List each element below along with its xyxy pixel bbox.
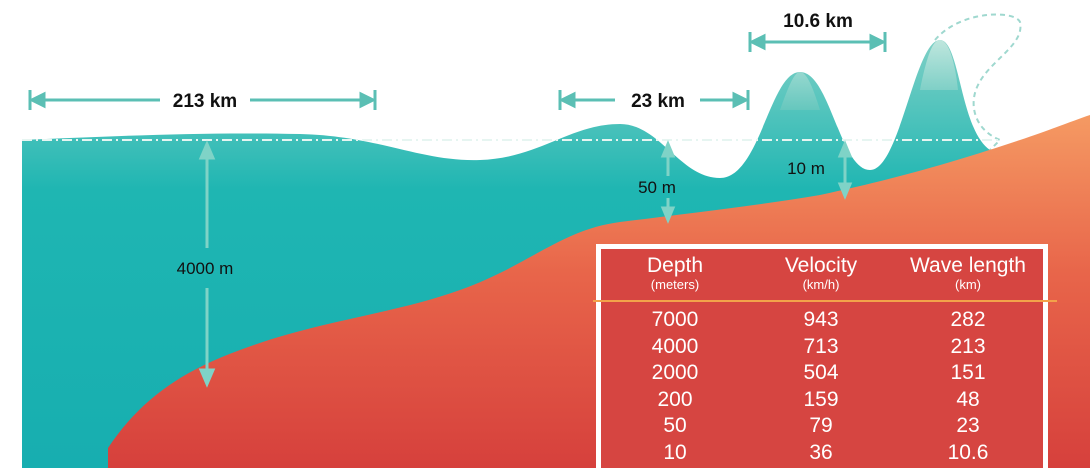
cell-velocity: 943	[803, 308, 839, 331]
cell-wavelength: 10.6	[947, 440, 989, 464]
header-depth-label: Depth	[646, 254, 704, 277]
cell-velocity: 713	[803, 334, 839, 358]
label-wavelength-shallow: 10.6 km	[783, 11, 853, 32]
cell-wavelength: 151	[950, 361, 986, 384]
cell-depth: 7000	[651, 308, 699, 331]
header-velocity: Velocity (km/h)	[751, 255, 891, 293]
header-divider	[593, 300, 1057, 302]
table-header-row: Depth (meters) Velocity (km/h) Wave leng…	[601, 255, 1043, 305]
table-body: 7000 943 282 4000 713 213 2000 504 151 2…	[601, 307, 1043, 466]
cell-velocity: 504	[803, 361, 839, 384]
header-wavelength-label: Wave length	[910, 254, 1026, 277]
cell-velocity: 79	[809, 414, 833, 437]
cell-wavelength: 23	[956, 414, 980, 437]
depth-arrow-deep	[198, 140, 216, 388]
header-velocity-unit: (km/h)	[802, 277, 840, 292]
wavelength-arrow-deep	[28, 90, 377, 110]
cell-wavelength: 282	[950, 308, 986, 331]
label-depth-shallow: 10 m	[787, 159, 825, 178]
header-velocity-label: Velocity	[784, 254, 858, 277]
cell-depth: 200	[657, 387, 693, 411]
table-row: 50 79 23	[601, 413, 1043, 440]
table-row: 10 36 10.6	[601, 440, 1043, 467]
table-row: 7000 943 282	[601, 307, 1043, 334]
depth-arrow-mid	[660, 140, 676, 224]
depth-velocity-table: Depth (meters) Velocity (km/h) Wave leng…	[593, 244, 1057, 468]
cell-wavelength: 213	[950, 334, 986, 358]
label-wavelength-deep: 213 km	[173, 91, 237, 112]
label-wavelength-mid: 23 km	[631, 91, 685, 112]
header-wavelength-unit: (km)	[955, 277, 981, 292]
cell-velocity: 159	[803, 387, 839, 411]
label-depth-mid: 50 m	[638, 178, 676, 197]
wavelength-arrow-shallow	[748, 32, 887, 52]
wavelength-arrow-mid	[558, 90, 750, 110]
table-row: 2000 504 151	[601, 360, 1043, 387]
header-wavelength: Wave length (km)	[883, 255, 1053, 293]
header-depth-unit: (meters)	[650, 277, 700, 292]
table-row: 4000 713 213	[601, 334, 1043, 361]
cell-depth: 50	[663, 414, 687, 437]
cell-wavelength: 48	[956, 387, 980, 411]
cell-velocity: 36	[809, 440, 833, 464]
header-depth: Depth (meters)	[605, 255, 745, 293]
wave-crests	[780, 40, 958, 110]
label-depth-deep: 4000 m	[177, 259, 234, 278]
cell-depth: 4000	[651, 334, 699, 358]
cell-depth: 2000	[651, 361, 699, 384]
table-row: 200 159 48	[601, 387, 1043, 414]
cell-depth: 10	[663, 440, 687, 464]
depth-arrow-shallow	[837, 140, 853, 200]
